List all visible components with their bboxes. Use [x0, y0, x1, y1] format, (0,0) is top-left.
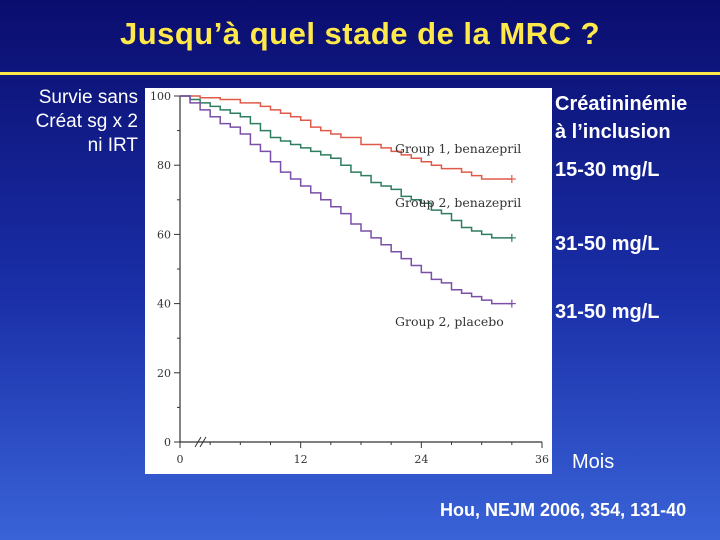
reference-citation: Hou, NEJM 2006, 354, 131-40	[440, 500, 687, 520]
y-tick-label: 100	[150, 90, 171, 103]
series-line-1	[180, 95, 512, 180]
slide-title: Jusqu’à quel stade de la MRC ?	[119, 16, 601, 51]
title-underline	[0, 72, 720, 75]
y-description-line-1: Survie sans	[38, 87, 138, 108]
y-tick-label: 80	[157, 159, 171, 172]
axis-break-mark	[199, 436, 207, 448]
creatinine-group1-benazepril: 15-30 mg/L	[555, 159, 660, 181]
series-line-3	[180, 95, 512, 305]
creatinine-group2-benazepril: 31-50 mg/L	[555, 233, 660, 255]
y-tick-label: 0	[164, 436, 171, 449]
creatinine-header-line-1: Créatininémie	[555, 93, 688, 115]
x-tick-label: 0	[177, 453, 184, 466]
series-line-2	[180, 95, 512, 239]
survival-chart-panel: 0 20 40 60 80 100 0 12 24 36 Group 1, benazepril Gr…	[145, 88, 552, 474]
x-axis-unit: Mois	[572, 451, 615, 473]
y-description-line-2: Créat sg x 2	[35, 111, 138, 132]
series-label-2: Group 2, benazepril	[395, 195, 521, 210]
y-tick-label: 60	[157, 228, 171, 241]
y-description-line-3: ni IRT	[87, 135, 138, 156]
x-tick-label: 12	[294, 453, 308, 466]
axis-break-mark	[194, 436, 202, 448]
series-label-1: Group 1, benazepril	[395, 141, 521, 156]
survival-chart: 0 20 40 60 80 100 0 12 24 36 Group 1, benazepril Gr…	[150, 90, 549, 466]
x-tick-label: 36	[535, 453, 549, 466]
y-tick-label: 40	[157, 298, 171, 311]
y-tick-label: 20	[157, 367, 171, 380]
creatinine-header: Créatininémie à l’inclusion	[555, 90, 687, 146]
x-tick-label: 24	[414, 453, 428, 466]
series-label-3: Group 2, placebo	[395, 314, 504, 329]
y-axis-description: Survie sans Créat sg x 2 ni IRT	[2, 86, 138, 158]
creatinine-header-line-2: à l’inclusion	[555, 121, 671, 143]
creatinine-group2-placebo: 31-50 mg/L	[555, 301, 660, 323]
